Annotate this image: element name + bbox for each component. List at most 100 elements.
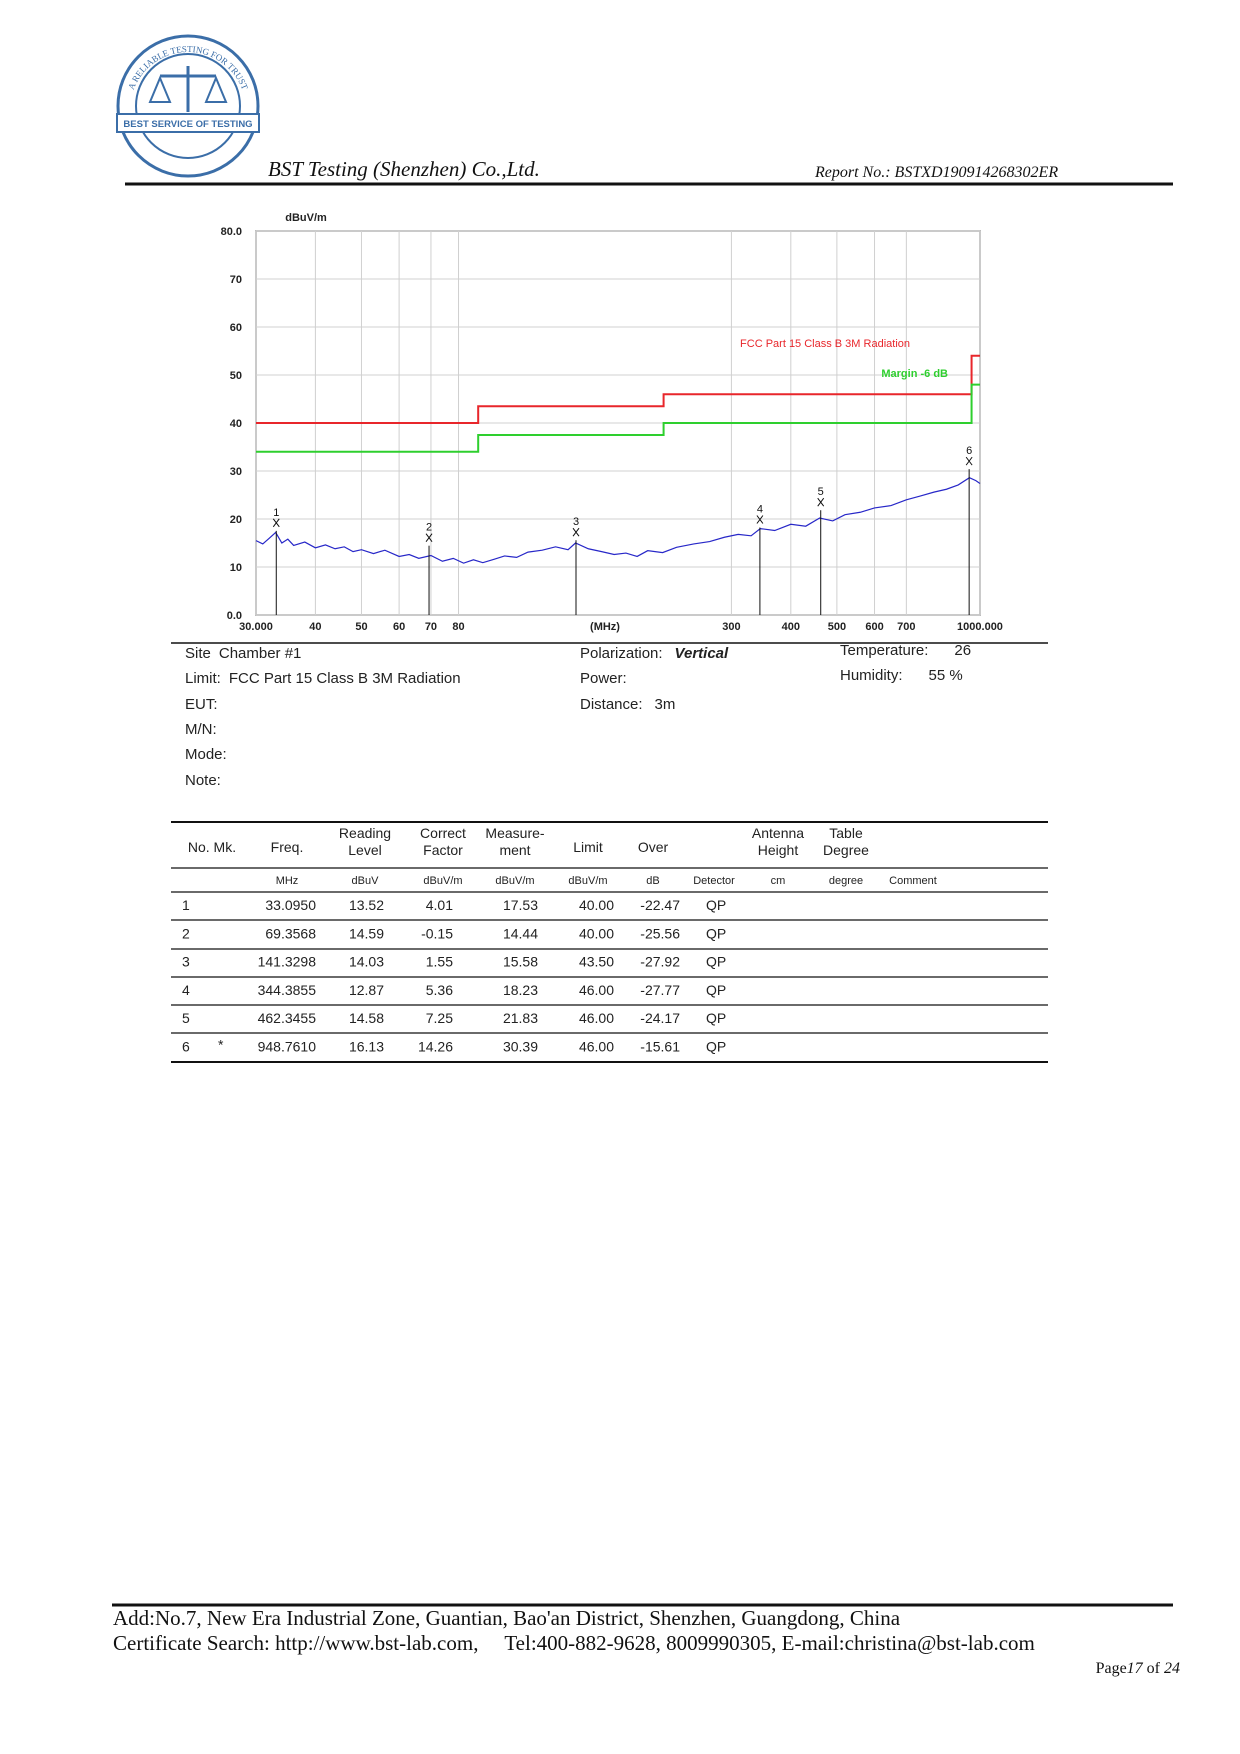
x-tick-label: 70 <box>425 621 437 633</box>
table-cell: -27.92 <box>640 954 680 970</box>
marker-cross <box>817 497 825 507</box>
logo-inner-ring <box>135 53 241 159</box>
logo-scale-pans <box>148 75 228 103</box>
marker-label: 6 <box>966 445 972 457</box>
y-tick-label: 60 <box>230 322 242 334</box>
y-tick-label: 80.0 <box>221 226 242 238</box>
table-cell: 46.00 <box>579 1039 614 1055</box>
series-line <box>255 477 981 564</box>
page-number: Page17 of 24 <box>1096 1660 1180 1677</box>
column-header: ment <box>499 842 530 858</box>
column-unit: dBuV/m <box>423 875 462 887</box>
table-cell: -27.77 <box>640 982 680 998</box>
info-block: Site Chamber #1 Limit: FCC Part 15 Class B … <box>171 642 1048 789</box>
column-unit: MHz <box>276 875 299 887</box>
table-cell: 14.59 <box>349 925 384 941</box>
logo-band <box>116 113 260 133</box>
table-cell: -15.61 <box>640 1039 680 1055</box>
marker-cross <box>272 518 280 528</box>
column-header: Factor <box>423 842 463 858</box>
table-cell: 21.83 <box>503 1010 538 1026</box>
table-cell: 948.7610 <box>258 1039 317 1055</box>
table-cell: 4.01 <box>426 897 453 913</box>
series-line <box>256 383 980 453</box>
info-label: Polarization: <box>580 645 663 662</box>
row-mark: * <box>218 1037 224 1053</box>
info-label: Site <box>185 645 211 662</box>
info-label: Mode: <box>185 746 227 763</box>
table-cell: -22.47 <box>640 897 680 913</box>
info-label: Note: <box>185 772 221 789</box>
table-cell: 14.58 <box>349 1010 384 1026</box>
table-cell: QP <box>706 1010 726 1026</box>
y-tick-label: 30 <box>230 466 242 478</box>
info-label: EUT: <box>185 696 218 713</box>
series-line <box>256 354 980 424</box>
table-cell: 7.25 <box>426 1010 453 1026</box>
column-header: Degree <box>823 842 869 858</box>
row-number: 3 <box>182 954 190 970</box>
table-cell: 141.3298 <box>258 954 317 970</box>
column-header: Antenna <box>752 825 804 841</box>
column-unit: dBuV <box>352 875 380 887</box>
y-tick-label: 20 <box>230 514 242 526</box>
table-cell: QP <box>706 982 726 998</box>
info-value: Vertical <box>675 645 729 662</box>
info-value: 55 % <box>929 667 963 684</box>
logo-band-text: BEST SERVICE OF TESTING <box>123 119 252 130</box>
table-cell: -0.15 <box>421 925 453 941</box>
y-tick-label: 0.0 <box>227 610 242 622</box>
column-unit: cm <box>771 875 786 887</box>
table-cell: 16.13 <box>349 1039 384 1055</box>
column-header: No. Mk. <box>188 839 236 855</box>
column-header: Freq. <box>271 839 304 855</box>
info-label: Temperature: <box>840 642 928 659</box>
column-header: Over <box>638 839 669 855</box>
row-number: 2 <box>182 925 190 941</box>
x-tick-label: 300 <box>722 621 740 633</box>
column-unit: degree <box>829 875 863 887</box>
x-tick-label: 50 <box>355 621 367 633</box>
column-unit: dBuV/m <box>495 875 534 887</box>
chart: 0.0 10 20 30 40 50 60 70 80.0 30.000 40 50 60 70 80 300… <box>221 212 1003 633</box>
column-header: Limit <box>573 839 603 855</box>
limit-label: FCC Part 15 Class B 3M Radiation <box>740 338 910 350</box>
table-cell: 14.26 <box>418 1039 453 1055</box>
table-cell: 46.00 <box>579 1010 614 1026</box>
footer-address: Add:No.7, New Era Industrial Zone, Guant… <box>113 1606 901 1630</box>
column-header: Measure- <box>485 825 544 841</box>
info-label: Limit: <box>185 670 221 687</box>
marker-cross <box>425 533 433 542</box>
x-tick-label: 600 <box>865 621 883 633</box>
report-number: Report No.: BSTXD190914268302ER <box>814 164 1058 181</box>
table-cell: 30.39 <box>503 1039 538 1055</box>
column-header: Correct <box>420 825 466 841</box>
x-tick-label: 40 <box>309 621 321 633</box>
table-cell: 43.50 <box>579 954 614 970</box>
y-tick-label: 10 <box>230 562 242 574</box>
marker-label: 1 <box>273 507 279 519</box>
of-word: of <box>1147 1660 1161 1677</box>
x-tick-label: 400 <box>782 621 800 633</box>
marker-label: 3 <box>573 516 579 528</box>
marker-cross <box>756 515 764 524</box>
column-unit: Comment <box>889 875 937 887</box>
company-name: BST Testing (Shenzhen) Co.,Ltd. <box>268 157 540 181</box>
column-unit: dB <box>646 875 659 887</box>
table-cell: QP <box>706 925 726 941</box>
footer-contact: Certificate Search: http://www.bst-lab.c… <box>113 1631 1035 1655</box>
info-label: Power: <box>580 670 627 687</box>
x-tick-label: 30.000 <box>239 621 273 633</box>
table-cell: QP <box>706 1039 726 1055</box>
info-label: Humidity: <box>840 667 903 684</box>
table-cell: 14.03 <box>349 954 384 970</box>
info-value: Chamber #1 <box>219 645 302 662</box>
row-number: 6 <box>182 1039 190 1055</box>
row-number: 4 <box>182 982 190 998</box>
page-total: 24 <box>1164 1660 1180 1677</box>
table-cell: 14.44 <box>503 925 538 941</box>
marker-label: 2 <box>426 522 432 534</box>
marker-cross <box>572 527 580 537</box>
